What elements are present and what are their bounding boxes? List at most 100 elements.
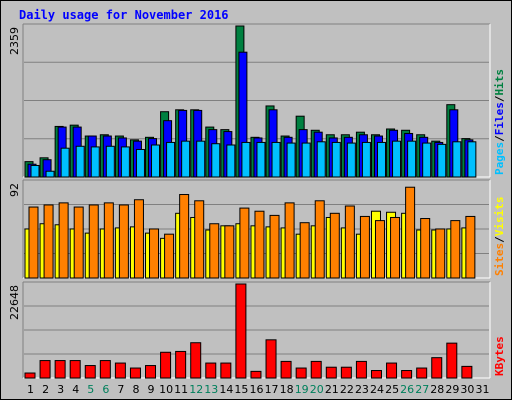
bar-kbytes-day-14 [220, 362, 232, 379]
bar-pages-day-3 [60, 147, 70, 178]
day-label-30: 30 [460, 383, 474, 396]
bar-kbytes-day-16 [250, 370, 262, 379]
day-label-26: 26 [400, 383, 414, 396]
bar-pages-day-28 [437, 143, 447, 178]
bar-kbytes-day-24 [370, 370, 382, 379]
bar-kbytes-day-11 [175, 350, 187, 379]
panel-max-label: 92 [8, 183, 21, 197]
bar-sites-day-19 [299, 222, 310, 279]
bar-sites-day-20 [314, 200, 325, 279]
bar-sites-day-25 [390, 216, 401, 279]
day-label-4: 4 [72, 383, 79, 396]
bar-sites-day-15 [239, 207, 250, 279]
bar-sites-day-12 [194, 200, 205, 279]
bar-pages-day-17 [271, 141, 281, 178]
day-label-18: 18 [280, 383, 294, 396]
bar-sites-day-10 [164, 233, 175, 279]
axis-label-part: Pages [493, 142, 506, 175]
bar-kbytes-day-6 [99, 360, 111, 379]
bar-kbytes-day-25 [386, 362, 398, 379]
day-label-16: 16 [250, 383, 264, 396]
bar-pages-day-30 [467, 141, 477, 178]
bar-sites-day-23 [359, 215, 370, 279]
bar-kbytes-day-13 [205, 362, 217, 379]
bar-sites-day-8 [133, 199, 144, 279]
bar-sites-day-24 [374, 220, 385, 279]
bar-sites-day-4 [73, 206, 84, 279]
bar-kbytes-day-2 [39, 360, 51, 379]
day-label-28: 28 [430, 383, 444, 396]
bar-pages-day-11 [181, 140, 191, 178]
bar-kbytes-day-22 [340, 366, 352, 379]
bar-kbytes-day-12 [190, 342, 202, 379]
bar-sites-day-7 [118, 204, 129, 279]
bar-kbytes-day-9 [145, 365, 157, 379]
panel-axis-label: Sites/Visits [493, 197, 506, 277]
day-label-21: 21 [325, 383, 339, 396]
bar-kbytes-day-8 [129, 367, 141, 379]
day-label-6: 6 [102, 383, 109, 396]
bar-sites-day-1 [28, 206, 39, 279]
bar-pages-day-29 [452, 141, 462, 178]
bar-pages-day-18 [286, 142, 296, 178]
bar-kbytes-day-5 [84, 365, 96, 379]
axis-label-part: / [493, 236, 506, 243]
bar-pages-day-7 [120, 146, 130, 178]
day-label-29: 29 [445, 383, 459, 396]
panel-max-label: 2359 [8, 27, 21, 55]
bar-sites-day-6 [103, 202, 114, 279]
bar-kbytes-day-1 [24, 372, 36, 379]
bar-sites-day-17 [269, 214, 280, 279]
bar-sites-day-11 [179, 194, 190, 279]
axis-label-part: Files [493, 102, 506, 135]
bar-sites-day-5 [88, 204, 99, 279]
bar-pages-day-22 [346, 142, 356, 178]
bar-sites-day-22 [344, 205, 355, 279]
bar-pages-day-25 [392, 140, 402, 178]
bar-pages-day-16 [256, 141, 266, 178]
bar-pages-day-23 [361, 141, 371, 178]
axis-label-part: Visits [493, 197, 506, 237]
bar-pages-day-26 [407, 140, 417, 178]
bar-pages-day-10 [166, 141, 176, 178]
day-label-5: 5 [87, 383, 94, 396]
day-label-13: 13 [204, 383, 218, 396]
bar-kbytes-day-26 [401, 370, 413, 379]
day-label-7: 7 [117, 383, 124, 396]
bar-sites-day-13 [209, 223, 220, 279]
bar-sites-day-21 [329, 212, 340, 279]
panel-sites-visits: 92 Sites/Visits [8, 179, 506, 279]
day-label-10: 10 [159, 383, 173, 396]
day-label-24: 24 [370, 383, 384, 396]
bar-sites-day-14 [224, 225, 235, 279]
day-label-23: 23 [355, 383, 369, 396]
bar-sites-day-29 [450, 220, 461, 279]
chart-panels: 2359Pages/Files/Hits92Sites/Visits22648K… [8, 23, 506, 379]
bar-sites-day-9 [149, 228, 160, 279]
bar-kbytes-day-23 [355, 360, 367, 379]
bar-pages-day-4 [75, 145, 85, 178]
bar-kbytes-day-3 [54, 360, 66, 379]
bar-sites-day-3 [58, 202, 69, 279]
panel-axis-label: KBytes [493, 336, 506, 376]
bar-sites-day-30 [465, 215, 476, 279]
day-label-1: 1 [27, 383, 34, 396]
day-label-31: 31 [475, 383, 489, 396]
day-label-2: 2 [42, 383, 49, 396]
day-label-20: 20 [310, 383, 324, 396]
day-axis-labels: 1 2 3 4 5 6 7 8 9 10 11 12 13 14 15 16 17 18 19 20 21 22 23 24 2… [27, 383, 489, 396]
bar-kbytes-day-10 [160, 351, 172, 379]
day-label-3: 3 [57, 383, 64, 396]
day-label-25: 25 [385, 383, 399, 396]
bar-kbytes-day-19 [295, 367, 307, 379]
bar-pages-day-9 [151, 144, 161, 178]
bar-pages-day-24 [376, 141, 386, 178]
bar-pages-day-15 [241, 141, 251, 178]
day-label-27: 27 [415, 383, 429, 396]
bar-kbytes-day-28 [431, 357, 443, 379]
bar-kbytes-day-27 [416, 367, 428, 379]
bar-sites-day-2 [43, 204, 54, 279]
bar-kbytes-day-7 [114, 362, 126, 379]
bar-pages-day-2 [45, 170, 55, 178]
